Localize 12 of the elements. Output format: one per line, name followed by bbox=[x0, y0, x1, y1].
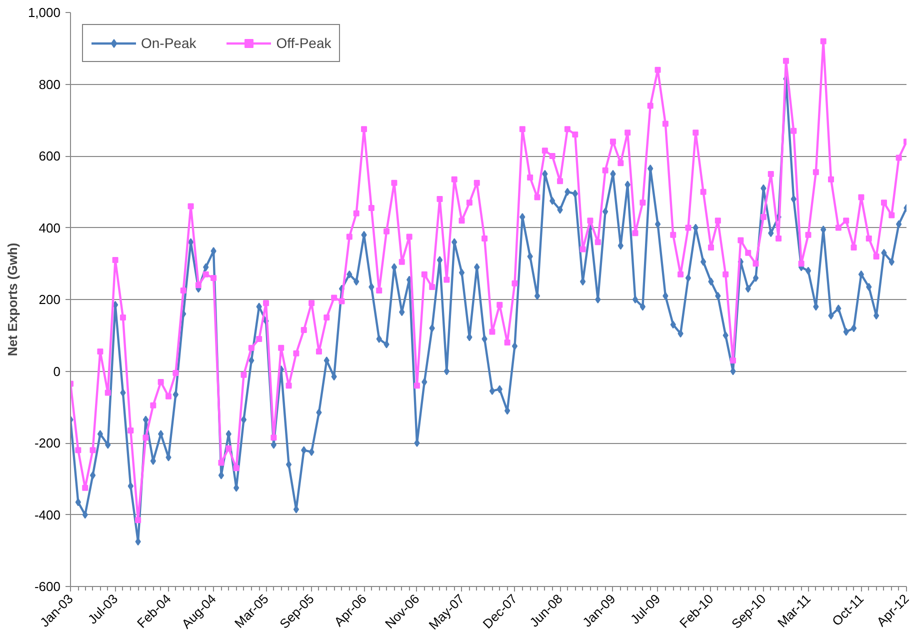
y-tick-label: -400 bbox=[34, 507, 61, 522]
y-tick-label: 1,000 bbox=[28, 5, 61, 20]
legend-label: Off-Peak bbox=[276, 35, 332, 51]
y-tick-label: 400 bbox=[38, 220, 61, 236]
y-tick-label: 800 bbox=[38, 76, 61, 92]
y-axis-title: Net Exports (Gwh) bbox=[4, 242, 20, 356]
y-tick-label: 600 bbox=[38, 148, 61, 164]
y-tick-label: 0 bbox=[53, 364, 61, 379]
y-tick-label: -600 bbox=[34, 579, 61, 594]
legend-label: On-Peak bbox=[141, 35, 196, 51]
y-tick-label: -200 bbox=[34, 436, 61, 450]
y-tick-label: 200 bbox=[38, 292, 61, 307]
